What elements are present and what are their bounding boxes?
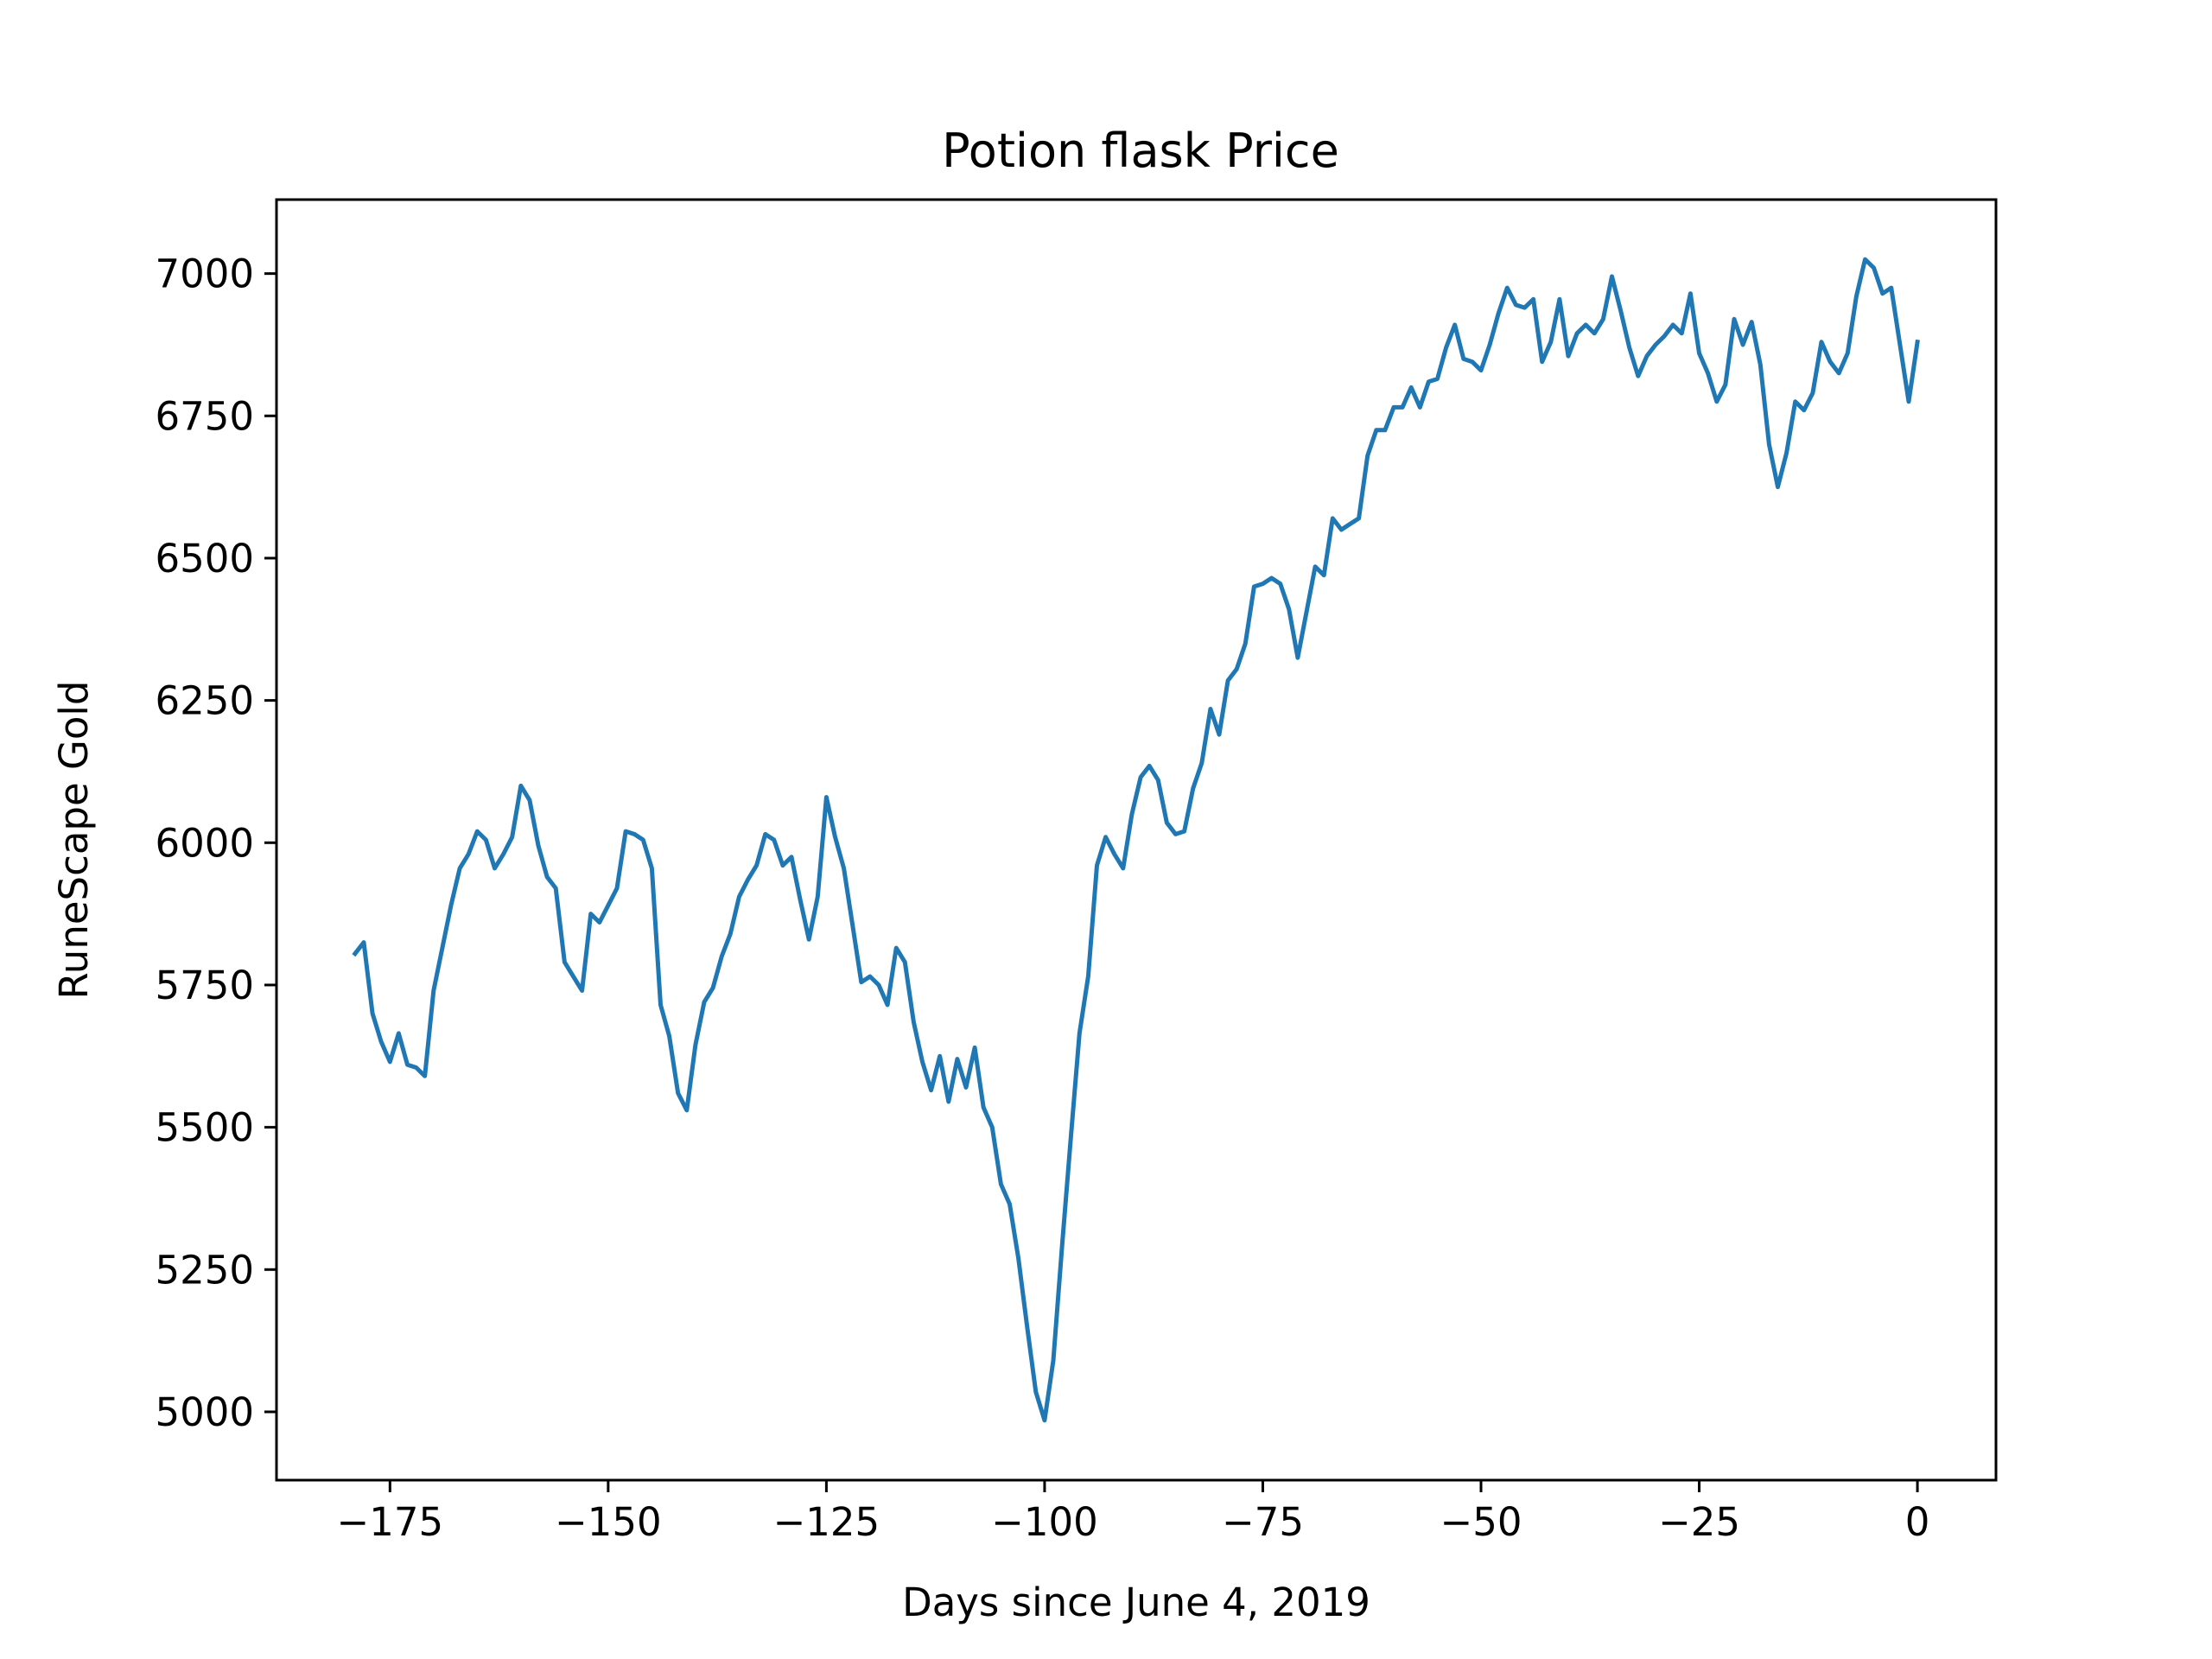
x-tick-label: −175 <box>337 1499 444 1545</box>
y-tick-label: 6000 <box>155 820 254 866</box>
x-axis: −175 −150 −125 −100 −75 −50 −25 0 <box>337 1480 1930 1545</box>
x-tick-label: −150 <box>555 1499 662 1545</box>
y-tick-label: 5250 <box>155 1247 254 1293</box>
chart-title: Potion flask Price <box>942 124 1339 178</box>
series-line-0 <box>352 257 1920 1423</box>
x-tick-label: −75 <box>1222 1499 1304 1545</box>
y-axis: 5000 5250 5500 5750 6000 6250 6500 6750 7000 <box>155 251 276 1435</box>
y-tick-label: 7000 <box>155 251 254 297</box>
x-tick-label: −100 <box>991 1499 1098 1545</box>
y-tick-label: 5750 <box>155 963 254 1008</box>
plot-frame <box>275 198 1998 1482</box>
x-tick-label: 0 <box>1905 1499 1930 1545</box>
y-axis-label: RuneScape Gold <box>51 681 97 1000</box>
y-tick-label: 5000 <box>155 1389 254 1435</box>
y-tick-label: 6750 <box>155 393 254 439</box>
x-tick-label: −125 <box>773 1499 880 1545</box>
y-tick-label: 5500 <box>155 1105 254 1151</box>
x-tick-label: −25 <box>1658 1499 1740 1545</box>
plot-area <box>275 198 1998 1482</box>
x-axis-label: Days since June 4, 2019 <box>902 1580 1370 1625</box>
x-tick-label: −50 <box>1440 1499 1522 1545</box>
y-tick-label: 6500 <box>155 536 254 582</box>
y-tick-label: 6250 <box>155 678 254 724</box>
